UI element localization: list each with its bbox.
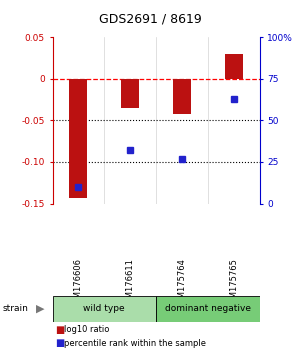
Text: GSM176606: GSM176606	[74, 258, 83, 309]
Text: ■: ■	[56, 325, 65, 335]
Text: GSM175765: GSM175765	[229, 258, 238, 309]
Text: wild type: wild type	[83, 304, 125, 313]
Bar	[121, 79, 139, 108]
Bar	[52, 296, 156, 322]
Text: dominant negative: dominant negative	[165, 304, 251, 313]
Text: log10 ratio: log10 ratio	[64, 325, 110, 335]
Text: ■: ■	[56, 338, 65, 348]
Text: GSM175764: GSM175764	[177, 258, 186, 309]
Text: strain: strain	[3, 304, 29, 313]
Text: GDS2691 / 8619: GDS2691 / 8619	[99, 13, 201, 26]
Text: GSM176611: GSM176611	[126, 258, 135, 309]
Bar	[69, 79, 87, 198]
Bar	[156, 296, 260, 322]
Text: ▶: ▶	[36, 304, 45, 314]
Bar	[225, 54, 243, 79]
Text: percentile rank within the sample: percentile rank within the sample	[64, 339, 206, 348]
Bar	[173, 79, 191, 114]
